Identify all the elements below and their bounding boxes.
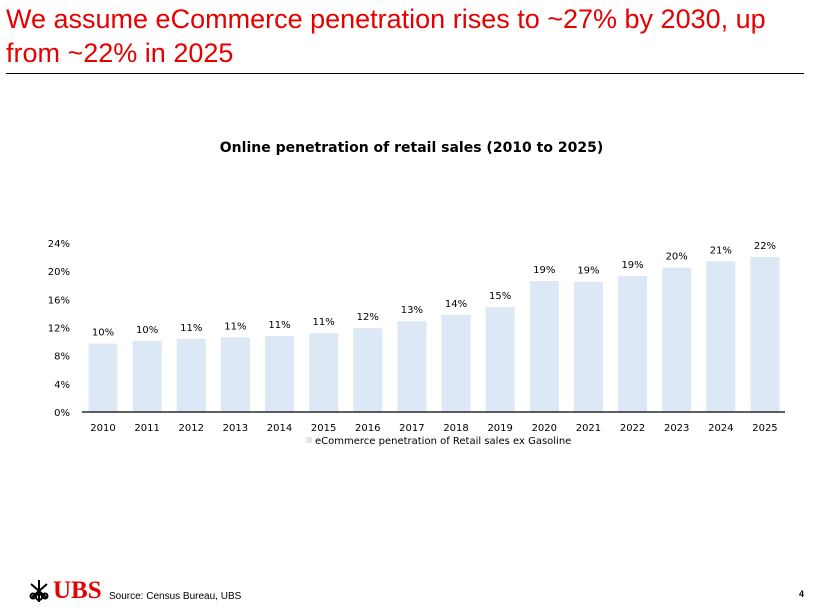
bar: [397, 321, 427, 412]
data-label: 11%: [224, 321, 246, 332]
data-label: 21%: [710, 245, 732, 256]
y-tick-label: 24%: [48, 239, 70, 250]
bar: [265, 335, 295, 412]
x-tick-label: 2014: [267, 423, 292, 434]
bar: [132, 340, 162, 412]
y-tick-label: 8%: [54, 352, 70, 363]
ubs-wordmark: UBS: [53, 577, 102, 604]
y-tick-label: 4%: [54, 380, 70, 391]
page-number: 4: [799, 589, 805, 599]
keys-icon: [29, 580, 49, 602]
bar: [573, 281, 603, 412]
y-tick-label: 12%: [48, 324, 70, 335]
bar: [485, 307, 515, 412]
bar: [353, 328, 383, 412]
data-label: 11%: [268, 320, 290, 331]
x-tick-label: 2015: [311, 423, 336, 434]
data-label: 19%: [533, 265, 555, 276]
x-tick-label: 2011: [134, 423, 159, 434]
y-tick-label: 20%: [48, 267, 70, 278]
data-label: 14%: [445, 299, 467, 310]
data-label: 13%: [401, 305, 423, 316]
bar: [88, 343, 118, 412]
data-label: 19%: [577, 266, 599, 277]
title-divider: [6, 73, 804, 74]
bar: [706, 261, 736, 412]
bar: [618, 276, 648, 412]
data-label: 10%: [92, 328, 114, 339]
bar: [750, 257, 780, 412]
x-tick-label: 2024: [708, 423, 733, 434]
x-tick-label: 2020: [532, 423, 557, 434]
x-tick-label: 2016: [355, 423, 380, 434]
data-label: 11%: [180, 323, 202, 334]
x-tick-label: 2025: [752, 423, 777, 434]
bar: [176, 338, 206, 412]
x-tick-label: 2019: [487, 423, 512, 434]
slide-title: We assume eCommerce penetration rises to…: [6, 4, 766, 68]
data-label: 20%: [666, 252, 688, 263]
bar: [309, 333, 339, 412]
x-tick-label: 2017: [399, 423, 424, 434]
chart-title: Online penetration of retail sales (2010…: [219, 140, 604, 156]
data-label: 10%: [136, 325, 158, 336]
data-label: 12%: [357, 312, 379, 323]
data-label: 22%: [754, 241, 776, 252]
bar: [529, 281, 559, 412]
x-tick-label: 2012: [179, 423, 204, 434]
legend-swatch: [306, 437, 312, 443]
source-note: Source: Census Bureau, UBS: [109, 591, 242, 602]
bar: [662, 267, 692, 412]
x-tick-label: 2022: [620, 423, 645, 434]
data-label: 11%: [313, 317, 335, 328]
x-tick-label: 2021: [576, 423, 601, 434]
bar: [441, 314, 471, 412]
data-label: 15%: [489, 291, 511, 302]
bar: [220, 337, 250, 412]
legend-label: eCommerce penetration of Retail sales ex…: [315, 436, 571, 447]
ubs-logo: UBS: [28, 577, 102, 605]
x-tick-label: 2013: [223, 423, 248, 434]
y-tick-label: 16%: [48, 295, 70, 306]
x-tick-label: 2010: [90, 423, 115, 434]
x-tick-label: 2018: [443, 423, 468, 434]
x-tick-label: 2023: [664, 423, 689, 434]
y-tick-label: 0%: [54, 408, 70, 419]
data-label: 19%: [621, 260, 643, 271]
